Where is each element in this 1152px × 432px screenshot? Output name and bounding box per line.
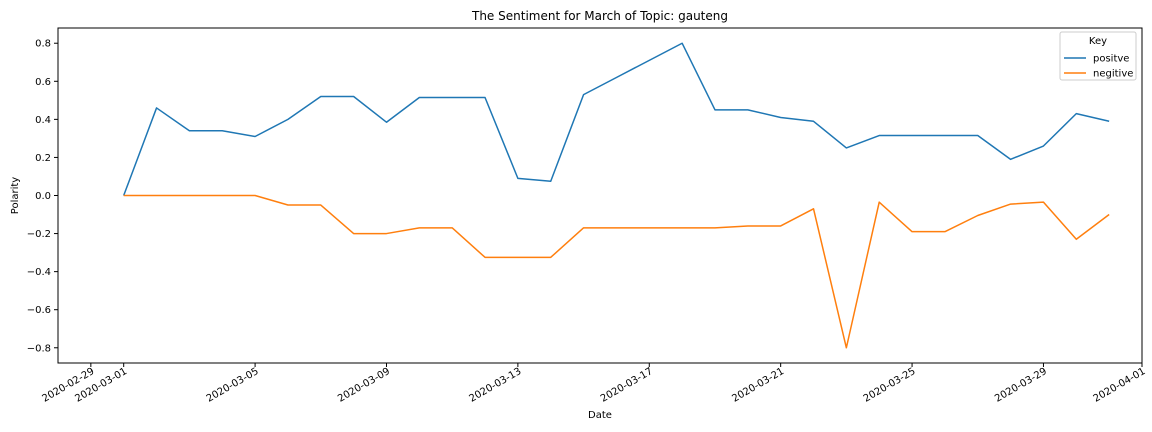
x-tick-label: 2020-04-01 <box>1092 366 1148 405</box>
series-line-1 <box>123 194 1110 349</box>
series-line-0 <box>122 42 1110 196</box>
legend-box <box>1059 31 1137 81</box>
x-tick-label: 2020-03-17 <box>599 366 655 405</box>
y-axis: −0.8 −0.6 −0.4 −0.2 0.0 0.2 0.4 0.6 0.8 <box>27 39 58 354</box>
legend-entry-0: positve <box>1093 54 1129 65</box>
x-tick-label: 2020-03-05 <box>205 366 261 405</box>
series-lines <box>122 42 1110 349</box>
y-tick-label: 0.8 <box>35 39 51 50</box>
y-tick-label: 0.0 <box>35 191 51 202</box>
y-tick-label: −0.4 <box>27 267 51 278</box>
x-tick-label: 2020-03-13 <box>468 366 524 405</box>
legend-title: Key <box>1089 36 1107 47</box>
y-tick-label: 0.6 <box>35 77 51 88</box>
chart-title: The Sentiment for March of Topic: gauten… <box>471 9 728 23</box>
y-tick-label: −0.8 <box>27 343 51 354</box>
x-axis-label: Date <box>588 410 612 421</box>
x-tick-label: 2020-03-25 <box>862 366 918 405</box>
y-tick-label: −0.2 <box>27 229 51 240</box>
legend: Key positve negitive <box>1059 31 1137 81</box>
x-tick-label: 2020-03-29 <box>993 366 1049 405</box>
x-tick-label: 2020-03-09 <box>336 366 392 405</box>
x-tick-label: 2020-03-21 <box>730 366 786 405</box>
y-tick-label: −0.6 <box>27 305 51 316</box>
y-axis-label: Polarity <box>10 177 21 215</box>
legend-entry-1: negitive <box>1093 69 1133 80</box>
y-tick-label: 0.2 <box>35 153 51 164</box>
y-tick-label: 0.4 <box>35 115 51 126</box>
